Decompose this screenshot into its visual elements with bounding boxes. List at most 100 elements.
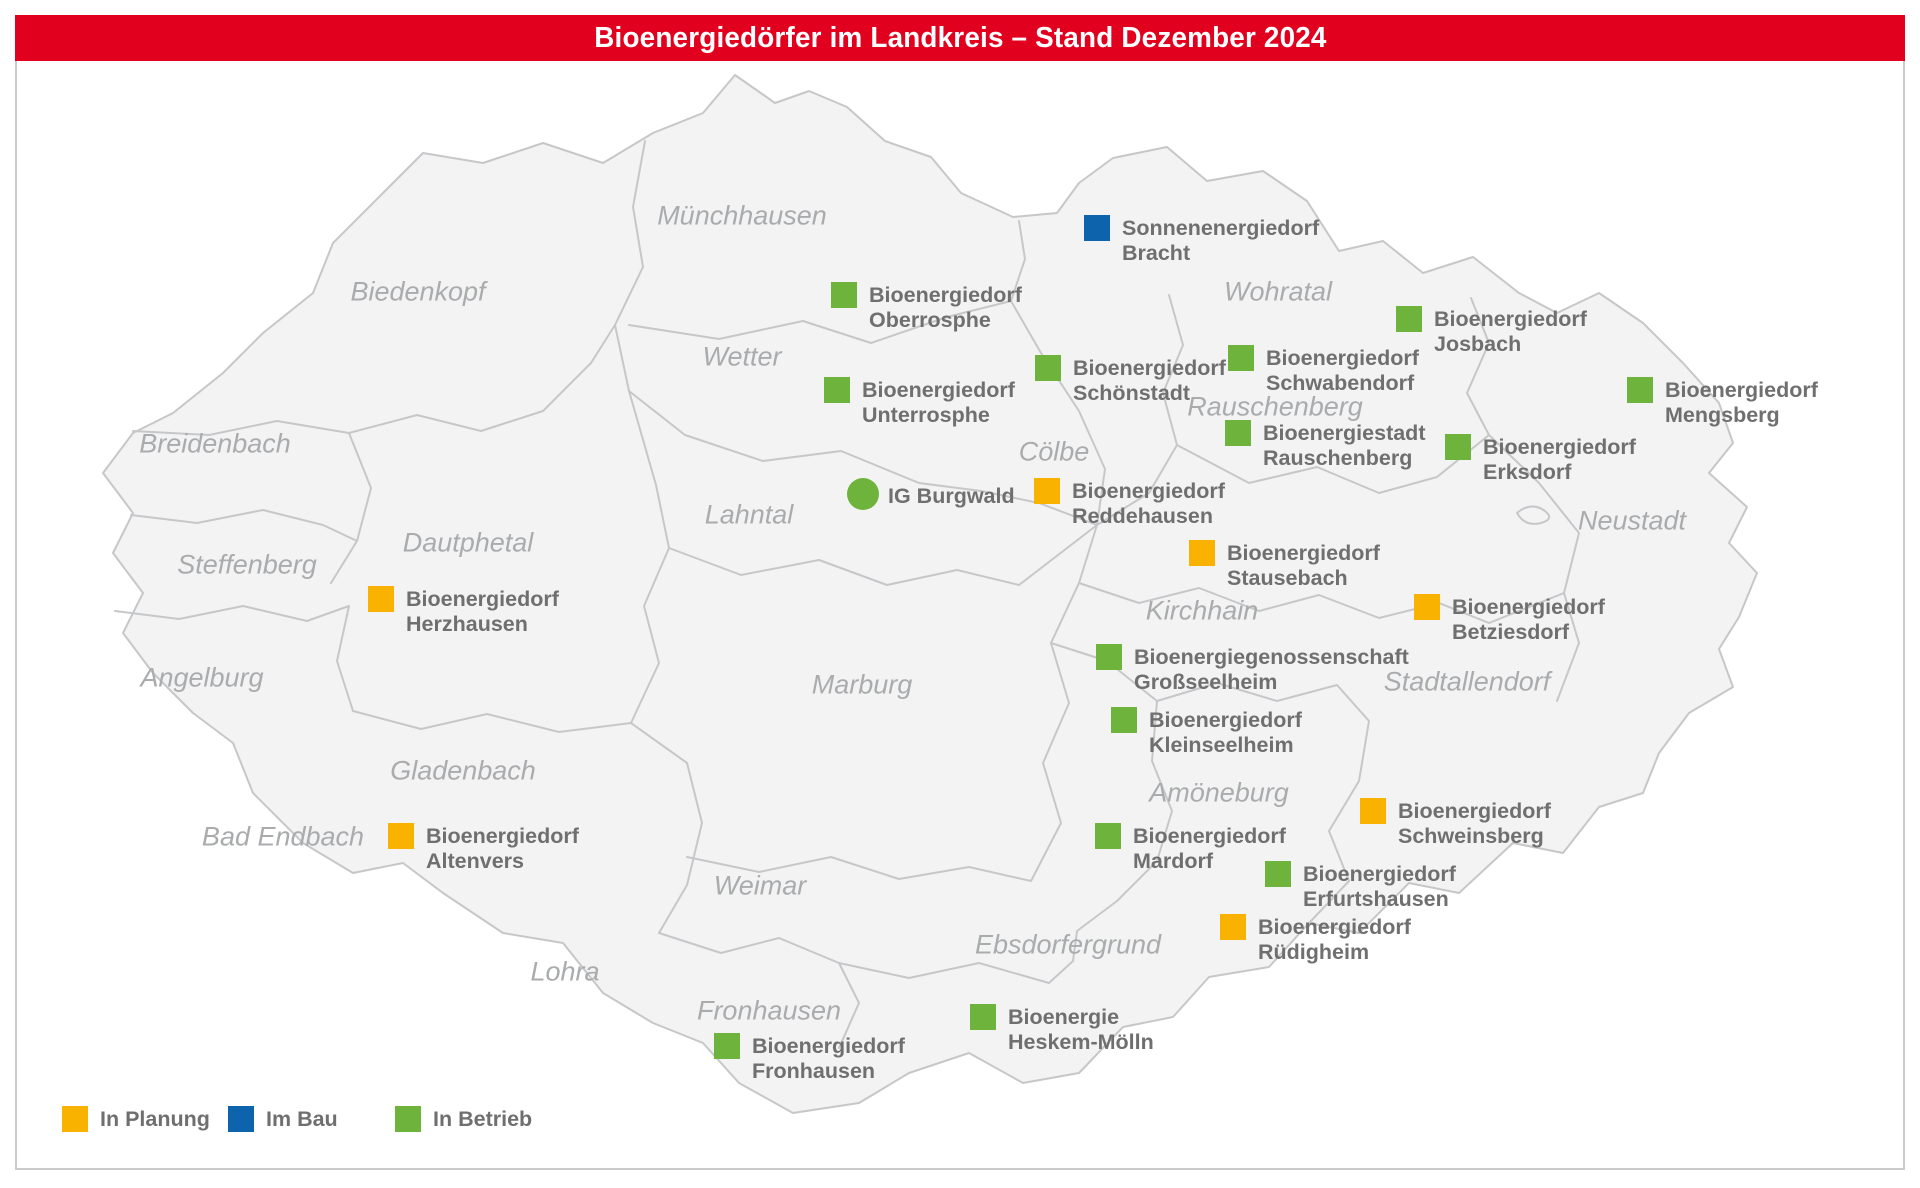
municipality-label: Marburg [811, 669, 913, 700]
im-bau-square-icon [1084, 215, 1110, 241]
marker-label: Bioenergiedorf Mengsberg [1665, 378, 1818, 427]
municipality-label: Kirchhain [1145, 595, 1259, 626]
marker-r-digheim: Bioenergiedorf Rüdigheim [1220, 914, 1411, 965]
in-planung-square-icon [368, 586, 394, 612]
municipality-label: Lohra [530, 956, 600, 987]
marker-rauschenberg: Bioenergiestadt Rauschenberg [1225, 420, 1425, 471]
in-betrieb-square-icon [1396, 306, 1422, 332]
legend-label: Im Bau [266, 1106, 338, 1131]
marker-josbach: Bioenergiedorf Josbach [1396, 306, 1587, 357]
marker-label: Sonnenenergiedorf Bracht [1122, 216, 1320, 265]
in-betrieb-square-icon [970, 1004, 996, 1030]
marker-unterrosphe: Bioenergiedorf Unterrosphe [824, 377, 1015, 428]
marker-label: Bioenergiestadt Rauschenberg [1263, 421, 1426, 470]
in-betrieb-swatch-icon [395, 1106, 421, 1132]
in-planung-square-icon [1360, 798, 1386, 824]
marker-betziesdorf: Bioenergiedorf Betziesdorf [1414, 594, 1605, 645]
marker-label: Bioenergiedorf Betziesdorf [1452, 595, 1605, 644]
municipality-label: Angelburg [140, 662, 264, 693]
marker-label: Bioenergiedorf Schönstadt [1073, 356, 1226, 405]
in-betrieb-circle-icon [847, 478, 879, 510]
marker-stausebach: Bioenergiedorf Stausebach [1189, 540, 1380, 591]
in-planung-square-icon [1189, 540, 1215, 566]
marker-herzhausen: Bioenergiedorf Herzhausen [368, 586, 559, 637]
marker-label: Bioenergiedorf Oberrosphe [869, 283, 1022, 332]
municipality-label: Wohratal [1223, 276, 1333, 307]
marker-label: Bioenergiedorf Fronhausen [752, 1034, 905, 1083]
marker-erfurtshausen: Bioenergiedorf Erfurtshausen [1265, 861, 1456, 912]
municipality-label: Fronhausen [696, 995, 842, 1026]
marker-label: Bioenergiedorf Reddehausen [1072, 479, 1225, 528]
in-planung-square-icon [388, 823, 414, 849]
in-betrieb-square-icon [1111, 707, 1137, 733]
marker-mengsberg: Bioenergiedorf Mengsberg [1627, 377, 1818, 428]
in-betrieb-square-icon [1265, 861, 1291, 887]
marker-label: Bioenergiedorf Erfurtshausen [1303, 862, 1456, 911]
district-outline [102, 74, 1758, 1114]
marker-label: Bioenergiedorf Kleinseelheim [1149, 708, 1302, 757]
marker-reddehausen: Bioenergiedorf Reddehausen [1034, 478, 1225, 529]
marker-label: Bioenergiedorf Stausebach [1227, 541, 1380, 590]
marker-ig-burgwald: IG Burgwald [847, 478, 1015, 510]
marker-label: Bioenergiedorf Josbach [1434, 307, 1587, 356]
marker-label: Bioenergiedorf Altenvers [426, 824, 579, 873]
map-panel: Bioenergiedörfer im Landkreis – Stand De… [15, 15, 1905, 1170]
municipality-label: Biedenkopf [350, 276, 486, 307]
in-betrieb-square-icon [1445, 434, 1471, 460]
page-title: Bioenergiedörfer im Landkreis – Stand De… [593, 21, 1327, 54]
marker-label: Bioenergie Heskem-Mölln [1008, 1005, 1154, 1054]
municipality-label: Bad Endbach [201, 821, 365, 852]
legend-item-im-bau: Im Bau [228, 1106, 338, 1132]
legend-label: In Planung [100, 1106, 210, 1131]
marker-gro-seelheim: Bioenergiegenossenschaft Großseelheim [1096, 644, 1409, 695]
marker-label: Bioenergiedorf Unterrosphe [862, 378, 1015, 427]
municipality-label: Ebsdorfergrund [974, 929, 1162, 960]
municipality-label: Dautphetal [402, 527, 534, 558]
marker-schwabendorf: Bioenergiedorf Schwabendorf [1228, 345, 1419, 396]
municipality-label: Weimar [713, 870, 807, 901]
marker-oberrosphe: Bioenergiedorf Oberrosphe [831, 282, 1022, 333]
marker-label: IG Burgwald [888, 484, 1015, 508]
municipality-label: Neustadt [1577, 505, 1687, 536]
marker-bracht: Sonnenenergiedorf Bracht [1084, 215, 1319, 266]
marker-erksdorf: Bioenergiedorf Erksdorf [1445, 434, 1636, 485]
marker-label: Bioenergiedorf Erksdorf [1483, 435, 1636, 484]
legend-item-in-betrieb: In Betrieb [395, 1106, 532, 1132]
marker-label: Bioenergiedorf Schweinsberg [1398, 799, 1551, 848]
municipality-label: Lahntal [704, 499, 794, 530]
marker-label: Bioenergiedorf Schwabendorf [1266, 346, 1419, 395]
in-betrieb-square-icon [1096, 644, 1122, 670]
marker-sch-nstadt: Bioenergiedorf Schönstadt [1035, 355, 1226, 406]
municipality-label: Münchhausen [657, 200, 827, 231]
in-planung-square-icon [1034, 478, 1060, 504]
municipal-borders [114, 140, 1580, 1049]
municipality-label: Breidenbach [139, 428, 291, 459]
municipality-label: Cölbe [1018, 436, 1090, 467]
legend-label: In Betrieb [433, 1106, 533, 1131]
in-betrieb-square-icon [714, 1033, 740, 1059]
im-bau-swatch-icon [228, 1106, 254, 1132]
marker-label: Bioenergiedorf Mardorf [1133, 824, 1286, 873]
legend-item-in-planung: In Planung [62, 1106, 210, 1132]
marker-heskem-m-lln: Bioenergie Heskem-Mölln [970, 1004, 1154, 1055]
marker-mardorf: Bioenergiedorf Mardorf [1095, 823, 1286, 874]
in-planung-swatch-icon [62, 1106, 88, 1132]
in-betrieb-square-icon [824, 377, 850, 403]
in-betrieb-square-icon [1627, 377, 1653, 403]
in-betrieb-square-icon [1095, 823, 1121, 849]
marker-altenvers: Bioenergiedorf Altenvers [388, 823, 579, 874]
marker-schweinsberg: Bioenergiedorf Schweinsberg [1360, 798, 1551, 849]
in-betrieb-square-icon [831, 282, 857, 308]
municipality-label: Gladenbach [390, 755, 536, 786]
marker-label: Bioenergiedorf Herzhausen [406, 587, 559, 636]
municipality-label: Rauschenberg [1187, 391, 1363, 422]
header-bar: Bioenergiedörfer im Landkreis – Stand De… [15, 15, 1905, 61]
marker-label: Bioenergiedorf Rüdigheim [1258, 915, 1411, 964]
municipality-label: Stadtallendorf [1383, 666, 1551, 697]
in-betrieb-square-icon [1035, 355, 1061, 381]
marker-fronhausen: Bioenergiedorf Fronhausen [714, 1033, 905, 1084]
in-planung-square-icon [1414, 594, 1440, 620]
municipality-label: Steffenberg [177, 549, 317, 580]
district-map-svg [102, 74, 1758, 1114]
marker-kleinseelheim: Bioenergiedorf Kleinseelheim [1111, 707, 1302, 758]
